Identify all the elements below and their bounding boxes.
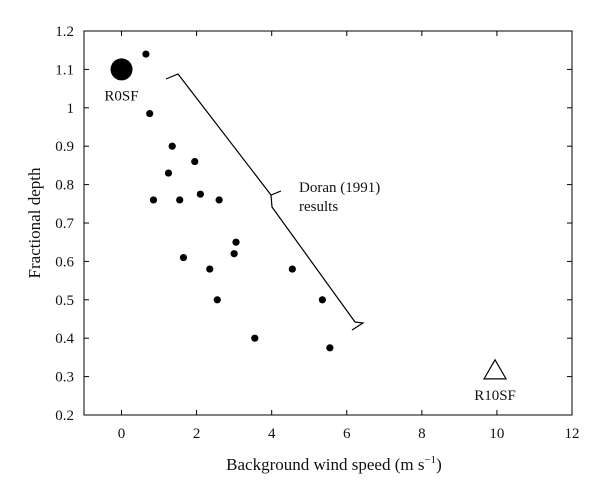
y-tick-label: 0.9 xyxy=(55,139,74,155)
y-axis-ticks: 0.2 0.3 0.4 0.5 0.6 0.7 0.8 0.9 1 1.1 1.2 xyxy=(55,24,572,424)
x-axis-label-exponent: −1 xyxy=(424,454,436,466)
data-point xyxy=(142,50,150,58)
x-tick-label: 8 xyxy=(418,426,426,442)
y-tick-label: 0.7 xyxy=(55,216,74,232)
data-point xyxy=(149,196,158,204)
data-point xyxy=(213,296,221,304)
y-tick-label: 1.2 xyxy=(55,24,74,40)
x-axis-label-close: ) xyxy=(436,455,442,474)
data-point xyxy=(168,142,176,150)
r10sf-label: R10SF xyxy=(474,388,516,404)
y-tick-label: 0.3 xyxy=(55,370,74,386)
x-tick-label: 2 xyxy=(193,426,201,442)
data-point xyxy=(179,253,188,262)
doran-results-line-1: Doran (1991) xyxy=(299,180,380,196)
x-axis-label-main: Background wind speed (m s xyxy=(226,455,424,474)
doran-annotation: Doran (1991) results xyxy=(165,73,384,331)
data-point xyxy=(146,109,154,118)
y-tick-label: 1.1 xyxy=(55,62,74,78)
y-axis-label: Fractional depth xyxy=(25,167,44,278)
data-point xyxy=(318,296,326,304)
data-point xyxy=(191,157,199,166)
x-tick-label: 6 xyxy=(343,426,351,442)
doran-results-label: Doran (1991) results xyxy=(299,180,384,215)
data-point xyxy=(164,169,173,177)
data-point xyxy=(215,196,223,204)
doran-results-line-2: results xyxy=(299,199,338,215)
data-point xyxy=(326,344,334,352)
y-tick-label: 0.5 xyxy=(55,293,74,309)
x-tick-label: 4 xyxy=(268,426,276,442)
doran-results-brace xyxy=(165,73,365,331)
plot-area: R0SF R10SF xyxy=(104,50,516,404)
x-tick-label: 10 xyxy=(489,426,504,442)
x-axis-label: Background wind speed (m s−1) xyxy=(226,454,442,474)
data-point xyxy=(251,334,259,342)
data-point xyxy=(206,265,214,273)
r0sf-point xyxy=(110,58,133,81)
x-axis-ticks: 0 2 4 6 8 10 12 xyxy=(118,31,580,442)
y-tick-label: 0.6 xyxy=(55,254,74,270)
y-tick-label: 0.8 xyxy=(55,178,74,194)
r0sf-label: R0SF xyxy=(104,88,138,104)
x-tick-label: 12 xyxy=(565,426,580,442)
y-tick-label: 0.2 xyxy=(55,408,74,424)
y-tick-label: 0.4 xyxy=(55,331,74,347)
data-point xyxy=(176,196,184,204)
r10sf-point xyxy=(483,358,508,380)
x-tick-label: 0 xyxy=(118,426,126,442)
data-point xyxy=(230,250,238,258)
y-tick-label: 1 xyxy=(67,101,75,117)
data-point xyxy=(288,265,296,273)
data-point xyxy=(196,190,204,198)
data-point xyxy=(232,238,240,246)
